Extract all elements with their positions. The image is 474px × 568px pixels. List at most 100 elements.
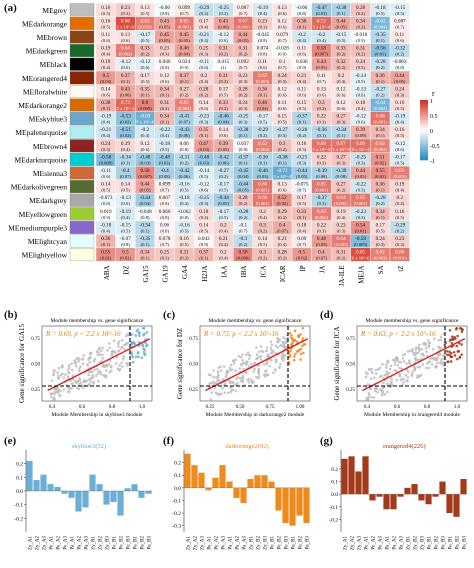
cell-value: 0.22 — [317, 222, 326, 228]
cell-pvalue: (0.7) — [297, 188, 306, 193]
y-tick-label: 0.2 — [16, 462, 23, 468]
x-tick-label: Pa_A2 — [393, 536, 398, 550]
scatter-point — [460, 353, 464, 356]
scatter-point — [402, 380, 405, 384]
scatter-point — [61, 372, 64, 375]
cell-value: 0.65 — [180, 18, 189, 24]
cell-value: 0.27 — [180, 86, 189, 92]
scatter-point — [209, 381, 213, 385]
cell-pvalue: (0.9) — [199, 242, 208, 247]
scatter-point — [222, 365, 226, 368]
x-tick-label: 0.8 — [109, 405, 116, 410]
scatter-point — [245, 360, 248, 363]
cell-pvalue: (0.4) — [101, 65, 110, 70]
cell-pvalue: (0.1) — [376, 133, 385, 138]
cell-pvalue: (0.3) — [239, 106, 248, 111]
cell-value: -0.15 — [394, 5, 405, 11]
cell-value: 0.66 — [258, 182, 267, 188]
scatter-point — [257, 372, 261, 376]
cell-pvalue: (0.1) — [141, 256, 150, 261]
scatter-point — [370, 395, 373, 399]
cell-pvalue: (0.6) — [121, 38, 130, 43]
row-label: MEfloralwhite — [23, 87, 68, 96]
scatter-point — [238, 367, 241, 370]
scatter-point — [368, 368, 372, 371]
cell-value: 0.38 — [101, 100, 110, 106]
scatter-point — [413, 367, 417, 371]
cell-value: -0.14 — [355, 73, 366, 79]
cell-pvalue: (0.1) — [160, 120, 169, 125]
x-tick-label: Pe_A2 — [372, 536, 377, 550]
scatter-point — [223, 391, 227, 394]
scatter-point — [237, 354, 241, 358]
scatter-point — [456, 350, 460, 353]
colorbar-tick: 1 — [430, 99, 433, 105]
bar — [432, 494, 439, 497]
cell-pvalue: (0.6) — [101, 92, 110, 97]
bar-chart-title: skyblue3(32) — [72, 443, 106, 450]
cell-value: -0.25 — [198, 195, 209, 201]
x-tick-label: 0.8 — [424, 405, 431, 410]
scatter-point — [421, 352, 425, 356]
scatter-point — [232, 361, 236, 365]
cell-pvalue: (0.003) — [256, 79, 270, 84]
cell-value: 0.32 — [336, 59, 345, 65]
scatter-point — [299, 358, 302, 361]
cell-value: 0.62 — [258, 141, 267, 147]
scatter-point — [460, 343, 463, 346]
cell-value: 0.44 — [317, 59, 326, 65]
cell-pvalue: (0.4) — [199, 215, 208, 220]
cell-pvalue: (0.1) — [121, 79, 130, 84]
scatter-point — [455, 344, 459, 348]
scatter-chart-darkorange2: Module membership vs. gene significance R… — [176, 317, 311, 418]
cell-pvalue: (0.3) — [395, 242, 404, 247]
cell-pvalue: (0.001) — [315, 188, 329, 193]
scatter-point — [68, 387, 72, 390]
cell-pvalue: (0.08) — [316, 174, 328, 179]
scatter-point — [109, 365, 113, 368]
scatter-point — [49, 393, 53, 396]
cell-value: 0.34 — [356, 18, 365, 24]
cell-value: 0.15 — [297, 100, 306, 106]
x-tick-label: Zy_B2 — [257, 536, 262, 550]
cell-value: -0.35 — [140, 236, 151, 242]
cell-pvalue: (0.05) — [159, 38, 171, 43]
scatter-point — [211, 380, 215, 384]
cell-value: 0.63 — [258, 73, 267, 79]
bar — [247, 479, 254, 488]
scatter-point — [385, 372, 389, 376]
scatter-point — [82, 353, 86, 357]
x-tick-label: Zy_B1 — [407, 536, 412, 550]
cell-value: -0.15 — [120, 222, 131, 228]
scatter-point — [143, 352, 146, 356]
cell-value: 0.024 — [178, 59, 190, 65]
scatter-point — [431, 347, 435, 351]
scatter-point — [297, 348, 301, 352]
scatter-point — [59, 373, 63, 377]
scatter-point — [366, 372, 369, 376]
scatter-point — [217, 392, 221, 396]
scatter-point — [375, 387, 378, 391]
scatter-point — [284, 337, 287, 341]
cell-pvalue: (0.3) — [337, 120, 346, 125]
bar — [47, 484, 54, 491]
colorbar-segment — [420, 114, 428, 117]
cell-value: 0.25 — [199, 46, 208, 52]
scatter-point — [213, 386, 217, 390]
cell-pvalue: (0.6) — [297, 52, 306, 57]
cell-value: -0.29 — [394, 222, 405, 228]
cell-value: 0.45 — [160, 32, 169, 38]
cell-pvalue: (0.02) — [120, 133, 132, 138]
cell-pvalue: (0.3) — [239, 120, 248, 125]
cell-pvalue: (0.04) — [257, 106, 269, 111]
scatter-point — [378, 366, 382, 370]
cell-pvalue: (0.4) — [101, 133, 110, 138]
scatter-point — [416, 365, 420, 369]
cell-pvalue: (0.7) — [239, 11, 248, 16]
cell-pvalue: (0.3) — [160, 52, 169, 57]
cell-value: -0.4 — [121, 168, 130, 174]
cell-pvalue: (0.5) — [376, 11, 385, 16]
cell-pvalue: (0.003) — [393, 174, 407, 179]
scatter-point — [73, 379, 77, 383]
cell-pvalue: (0.05) — [335, 24, 347, 29]
